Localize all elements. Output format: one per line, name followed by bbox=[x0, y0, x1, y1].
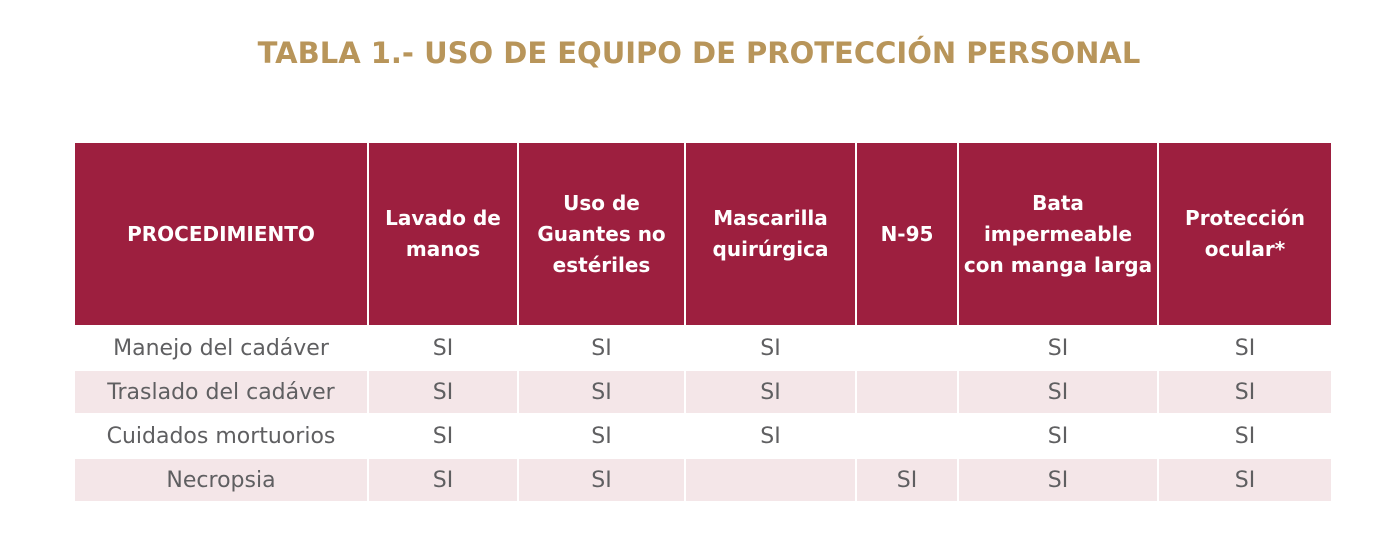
procedure-cell: Manejo del cadáver bbox=[75, 325, 367, 369]
value-cell: SI bbox=[369, 413, 517, 457]
ppe-table: PROCEDIMIENTO Lavado de manos Uso de Gua… bbox=[73, 143, 1333, 501]
value-cell: SI bbox=[686, 325, 855, 369]
value-cell: SI bbox=[857, 457, 957, 501]
value-cell bbox=[857, 413, 957, 457]
value-cell bbox=[857, 369, 957, 413]
value-cell bbox=[857, 325, 957, 369]
page-title: TABLA 1.- USO DE EQUIPO DE PROTECCIÓN PE… bbox=[257, 36, 1141, 70]
header-lavado: Lavado de manos bbox=[369, 143, 517, 325]
header-bata: Bata impermeable con manga larga bbox=[959, 143, 1157, 325]
value-cell: SI bbox=[1159, 369, 1331, 413]
value-cell: SI bbox=[519, 325, 684, 369]
value-cell: SI bbox=[959, 325, 1157, 369]
table-row: Traslado del cadáver SI SI SI SI SI bbox=[75, 369, 1331, 413]
value-cell: SI bbox=[1159, 325, 1331, 369]
procedure-cell: Traslado del cadáver bbox=[75, 369, 367, 413]
table-row: Necropsia SI SI SI SI SI bbox=[75, 457, 1331, 501]
value-cell: SI bbox=[519, 369, 684, 413]
value-cell bbox=[686, 457, 855, 501]
value-cell: SI bbox=[959, 369, 1157, 413]
value-cell: SI bbox=[369, 325, 517, 369]
value-cell: SI bbox=[959, 413, 1157, 457]
value-cell: SI bbox=[369, 369, 517, 413]
header-row: PROCEDIMIENTO Lavado de manos Uso de Gua… bbox=[75, 143, 1331, 325]
header-guantes: Uso de Guantes no estériles bbox=[519, 143, 684, 325]
header-n95: N-95 bbox=[857, 143, 957, 325]
value-cell: SI bbox=[519, 457, 684, 501]
table-row: Manejo del cadáver SI SI SI SI SI bbox=[75, 325, 1331, 369]
table-row: Cuidados mortuorios SI SI SI SI SI bbox=[75, 413, 1331, 457]
header-proteccion-ocular: Protección ocular* bbox=[1159, 143, 1331, 325]
header-mascarilla: Mascarilla quirúrgica bbox=[686, 143, 855, 325]
value-cell: SI bbox=[369, 457, 517, 501]
header-procedimiento: PROCEDIMIENTO bbox=[75, 143, 367, 325]
procedure-cell: Necropsia bbox=[75, 457, 367, 501]
value-cell: SI bbox=[686, 413, 855, 457]
value-cell: SI bbox=[1159, 457, 1331, 501]
value-cell: SI bbox=[519, 413, 684, 457]
value-cell: SI bbox=[686, 369, 855, 413]
value-cell: SI bbox=[959, 457, 1157, 501]
procedure-cell: Cuidados mortuorios bbox=[75, 413, 367, 457]
value-cell: SI bbox=[1159, 413, 1331, 457]
